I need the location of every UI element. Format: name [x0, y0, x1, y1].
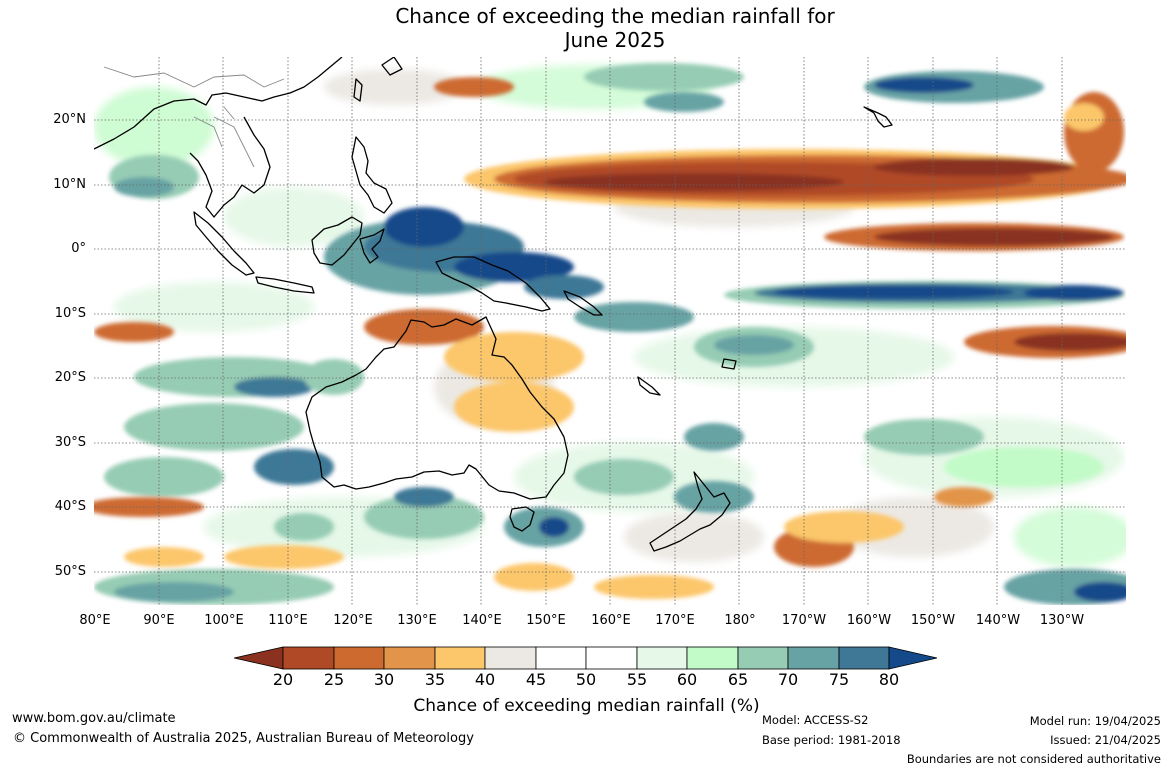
colorbar-bin-70-75 — [787, 646, 840, 670]
lon-label-120e: 120°E — [333, 613, 373, 628]
lat-label-20n: 20°N — [53, 112, 86, 127]
lat-label-10n: 10°N — [53, 177, 86, 192]
dry-anomaly-shading — [94, 77, 1126, 599]
philippines-coastline — [351, 136, 393, 214]
colorbar-tick-30: 30 — [373, 670, 395, 689]
colorbar-bin-45-50 — [535, 646, 587, 670]
colorbar-tick-35: 35 — [424, 670, 446, 689]
sulawesi-coastline — [359, 228, 385, 264]
lat-label-40s: 40°S — [54, 499, 86, 514]
colorbar-tick-40: 40 — [474, 670, 496, 689]
colorbar-bin-40-45 — [484, 646, 537, 670]
fiji-coastline — [721, 358, 737, 370]
colorbar-tick-50: 50 — [575, 670, 597, 689]
colorbar-high-arrow — [888, 646, 938, 670]
lat-label-20s: 20°S — [54, 370, 86, 385]
lon-label-80e: 80°E — [79, 613, 111, 628]
colorbar-tick-55: 55 — [626, 670, 648, 689]
se-asia-coastline — [94, 57, 343, 218]
lon-label-170w: 170°W — [781, 613, 827, 628]
issued-date: Issued: 21/04/2025 — [1050, 733, 1161, 747]
lon-label-150w: 150°W — [910, 613, 956, 628]
lon-label-100e: 100°E — [204, 613, 244, 628]
colorbar-tick-80: 80 — [878, 670, 900, 689]
solomon-islands-coastline — [563, 290, 603, 316]
colorbar-tick-70: 70 — [777, 670, 799, 689]
java-coastline — [255, 276, 315, 294]
lon-label-140w: 140°W — [975, 613, 1021, 628]
japan-coastline — [381, 57, 403, 76]
copyright-notice: © Commonwealth of Australia 2025, Austra… — [13, 731, 474, 746]
colorbar-bin-20-25 — [282, 646, 335, 670]
sumatra-coastline — [193, 211, 255, 276]
country-borders — [103, 66, 285, 168]
lat-label-50s: 50°S — [54, 564, 86, 579]
taiwan-coastline — [353, 78, 363, 102]
lon-label-90e: 90°E — [143, 613, 175, 628]
colorbar-bin-25-30 — [333, 646, 385, 670]
new-zealand-coastline — [649, 471, 731, 552]
colorbar-bin-50-55 — [585, 646, 638, 670]
lon-label-140e: 140°E — [462, 613, 502, 628]
lon-label-130w: 130°W — [1039, 613, 1085, 628]
lon-label-160e: 160°E — [591, 613, 631, 628]
colorbar-tick-60: 60 — [676, 670, 698, 689]
lon-label-130e: 130°E — [397, 613, 437, 628]
colorbar-low-arrow — [234, 646, 284, 670]
colorbar-tick-45: 45 — [525, 670, 547, 689]
lon-label-160w: 160°W — [846, 613, 892, 628]
lon-label-170e: 170°E — [655, 613, 695, 628]
lat-label-30s: 30°S — [54, 435, 86, 450]
colorbar-tick-65: 65 — [727, 670, 749, 689]
coastlines — [94, 57, 893, 552]
colorbar-tick-25: 25 — [323, 670, 345, 689]
colorbar-bin-75-80 — [838, 646, 890, 670]
new-guinea-coastline — [435, 256, 551, 312]
rainfall-map[interactable] — [94, 57, 1126, 605]
map-title: Chance of exceeding the median rainfall … — [0, 4, 1173, 52]
australia-coastline — [305, 316, 569, 500]
graticule — [94, 57, 1126, 605]
lat-label-10s: 10°S — [54, 306, 86, 321]
colorbar — [234, 646, 938, 670]
tasmania-coastline — [509, 506, 535, 532]
colorbar-bin-55-60 — [636, 646, 688, 670]
colorbar-tick-20: 20 — [272, 670, 294, 689]
new-caledonia-coastline — [637, 376, 661, 396]
colorbar-bin-60-65 — [686, 646, 739, 670]
base-period: Base period: 1981-2018 — [762, 733, 901, 747]
lon-label-110e: 110°E — [268, 613, 308, 628]
lon-label-150e: 150°E — [526, 613, 566, 628]
colorbar-bin-65-70 — [737, 646, 789, 670]
lat-label-0: 0° — [71, 241, 86, 256]
model-run-date: Model run: 19/04/2025 — [1029, 714, 1161, 728]
lon-label-180: 180° — [724, 613, 756, 628]
model-name: Model: ACCESS-S2 — [762, 713, 869, 727]
title-line-2: June 2025 — [564, 28, 666, 52]
boundaries-disclaimer: Boundaries are not considered authoritat… — [906, 752, 1161, 766]
title-line-1: Chance of exceeding the median rainfall … — [395, 4, 835, 28]
colorbar-tick-75: 75 — [828, 670, 850, 689]
wet-anomaly-shading — [94, 63, 1126, 605]
hawaii-coastline — [863, 106, 893, 128]
colorbar-bin-30-35 — [383, 646, 436, 670]
colorbar-bin-35-40 — [434, 646, 486, 670]
website-link[interactable]: www.bom.gov.au/climate — [12, 711, 176, 726]
map-canvas — [94, 57, 1126, 605]
borneo-coastline — [311, 216, 363, 266]
colorbar-title: Chance of exceeding median rainfall (%) — [413, 696, 760, 716]
